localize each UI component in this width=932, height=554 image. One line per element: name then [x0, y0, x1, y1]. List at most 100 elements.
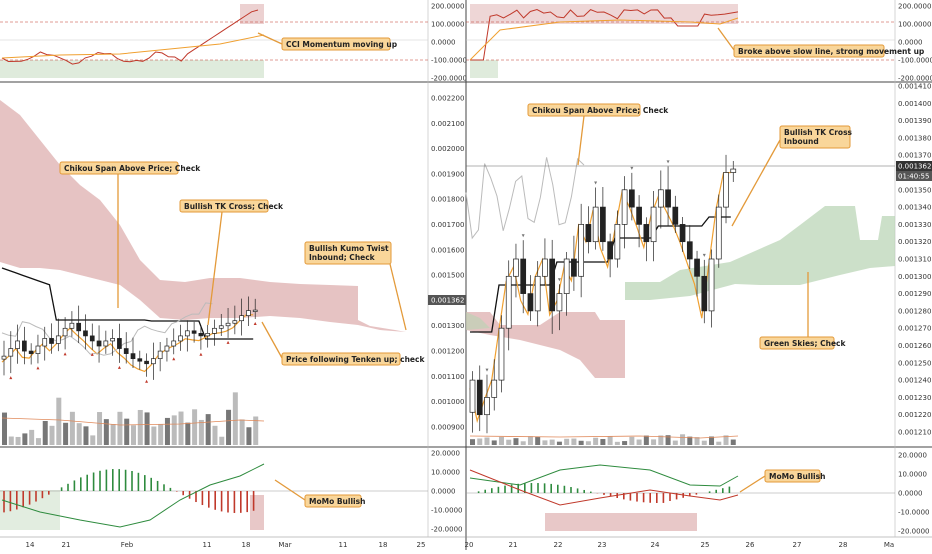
left-price-tick: 0.001700 [431, 221, 464, 229]
left-candle-body [171, 340, 177, 347]
left-momo-tick: 0.0000 [431, 488, 456, 496]
left-candle-body [178, 335, 183, 342]
right-momo-tick: 10.0000 [898, 471, 927, 479]
right-volume-ma [469, 435, 739, 439]
right-volume-bar [571, 438, 577, 445]
left-candle-body [184, 330, 190, 337]
right-timer-label: 01:40:55 [898, 173, 929, 181]
right-volume-bar [636, 439, 642, 445]
left-candle-body [28, 350, 34, 354]
right-candle-body [476, 379, 483, 416]
left-price-tick: 0.001300 [431, 322, 464, 330]
right-skies-callout-text: Green Skies; Check [764, 339, 846, 348]
right-time-tick: 21 [509, 541, 518, 549]
right-volume-bar [527, 436, 533, 445]
left-cci-tick: 0.0000 [431, 39, 456, 47]
right-volume-bar [694, 437, 700, 445]
left-chikou-callout-text: Chikou Span Above Price; Check [64, 164, 201, 173]
left-volume-bar [192, 409, 198, 445]
left-tk-callout-text: Bullish TK Cross; Check [184, 202, 284, 211]
right-price-tick: 0.001370 [898, 152, 931, 160]
right-time-tick: Ma [884, 541, 894, 549]
left-fractal-marker [145, 379, 149, 383]
right-candle-body [520, 258, 527, 294]
right-cci-tick: 200.0000 [898, 3, 931, 11]
left-momo-callout-box [304, 494, 362, 508]
right-cci-tick: -100.0000 [898, 57, 932, 65]
left-candle-body [144, 360, 149, 365]
right-volume-bar [542, 440, 548, 445]
right-price-tick: 0.001230 [898, 394, 931, 402]
right-volume-bar [730, 439, 736, 445]
right-fractal-marker [666, 160, 670, 164]
right-momo-callout-box [764, 469, 821, 483]
left-volume-bar [15, 436, 21, 445]
right-chikou-callout-pointer [577, 115, 585, 166]
right-volume-bar [614, 441, 620, 445]
left-volume-ma [1, 417, 265, 426]
right-candle-body [578, 224, 584, 277]
left-cci-tick: -200.0000 [431, 75, 467, 83]
right-fractal-marker [702, 253, 706, 257]
right-volume-bar [564, 438, 570, 445]
left-candle-body [225, 322, 231, 327]
right-volume-bar [680, 434, 686, 445]
right-cci-signal-line [469, 17, 739, 61]
right-candle-body [672, 206, 679, 225]
right-momo-tick: 20.0000 [898, 452, 927, 460]
left-volume-bar [42, 420, 48, 445]
left-cci-bull-zone [0, 60, 264, 78]
right-price-tick: 0.001380 [898, 134, 931, 142]
right-cci-tick: 0.0000 [898, 39, 923, 47]
left-volume-bar [56, 397, 62, 445]
left-candle-body [69, 322, 75, 329]
left-cci-line [1, 9, 259, 65]
right-candle-body [563, 258, 570, 294]
left-cci-tick: -100.0000 [431, 57, 467, 65]
left-volume-bar [185, 422, 191, 445]
right-candle-body [679, 224, 686, 243]
right-price-tick: 0.001400 [898, 100, 931, 108]
right-time-tick: 27 [793, 541, 802, 549]
left-candle-body [15, 340, 20, 349]
right-candle-body [585, 224, 592, 243]
left-fractal-marker [226, 340, 230, 344]
right-volume-bar [470, 439, 475, 445]
left-momo-callout-pointer [274, 479, 306, 501]
left-volume-bar [90, 435, 96, 445]
right-kumo-bull [625, 206, 895, 300]
left-volume-bar [205, 414, 211, 445]
right-volume-bar [658, 435, 664, 445]
right-kumo-bull-left [466, 312, 490, 330]
left-momo-tick: 10.0000 [431, 469, 460, 477]
left-chart [0, 4, 428, 530]
right-candle-body [491, 379, 498, 398]
left-candle-body [22, 340, 27, 352]
callouts-layer: CCI Momentum moving up Chikou Span Above … [59, 27, 925, 508]
left-volume-bar [219, 436, 225, 445]
right-volume-bar [723, 435, 729, 445]
right-fractal-marker [485, 368, 489, 372]
right-fractal-marker [594, 181, 598, 185]
left-candle-body [205, 333, 211, 337]
right-cci-tick: 100.0000 [898, 21, 931, 29]
left-candle-body [96, 340, 102, 347]
left-kumo-callout-box [304, 241, 392, 265]
right-candle-body [686, 241, 693, 260]
left-volume-bar [158, 424, 164, 445]
right-volume-bar [600, 439, 606, 445]
right-candle-body [607, 241, 613, 260]
right-candle-body [469, 379, 476, 413]
left-volume-bar [131, 425, 136, 445]
left-momo-tick: -20.0000 [431, 526, 462, 534]
left-price-tick: 0.001800 [431, 196, 464, 204]
left-cci-tick: 200.0000 [431, 3, 464, 11]
left-tenkan-callout-box [281, 352, 401, 366]
right-candle-body [694, 258, 700, 277]
right-chart [465, 4, 895, 531]
right-volume-bar [498, 436, 504, 445]
right-volume-bar [506, 439, 512, 445]
left-volume-bar [164, 417, 170, 445]
left-volume-bar [29, 429, 35, 445]
